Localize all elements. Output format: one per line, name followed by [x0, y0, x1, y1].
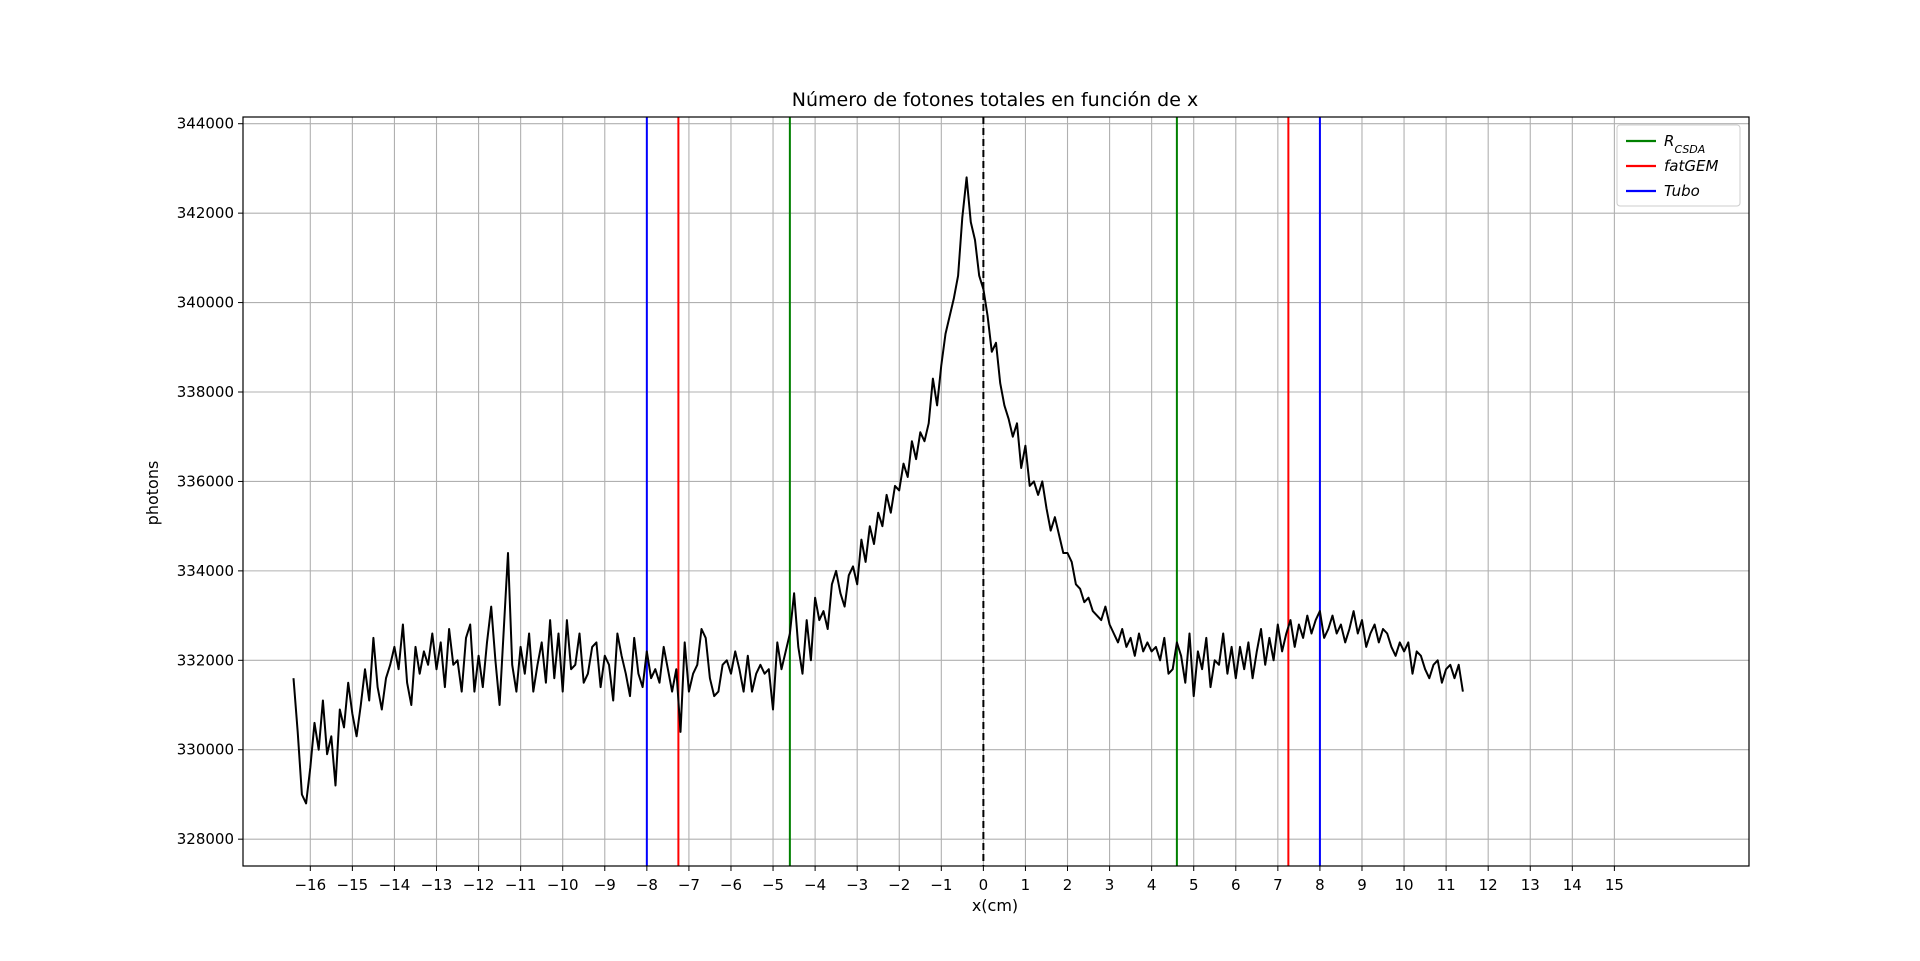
y-tick-label: 334000 [177, 562, 234, 580]
x-tick-label: 0 [979, 876, 989, 894]
x-tick-label: 5 [1189, 876, 1199, 894]
y-tick-label: 342000 [177, 204, 234, 222]
y-tick-label: 332000 [177, 651, 234, 669]
chart-title: Número de fotones totales en función de … [792, 89, 1198, 111]
x-tick-label: −3 [846, 876, 868, 894]
x-tick-label: 2 [1063, 876, 1073, 894]
x-tick-label: −5 [762, 876, 784, 894]
x-tick-label: 1 [1021, 876, 1031, 894]
series-layer [292, 176, 1464, 805]
x-tick-label: −2 [888, 876, 910, 894]
y-tick-label: 336000 [177, 472, 234, 490]
x-tick-label: 9 [1357, 876, 1367, 894]
x-tick-label: −8 [636, 876, 658, 894]
x-tick-label: −7 [678, 876, 700, 894]
x-tick-label: 10 [1395, 876, 1414, 894]
x-tick-label: −12 [463, 876, 495, 894]
x-axis-title: x(cm) [972, 896, 1018, 915]
x-tick-label: 7 [1273, 876, 1283, 894]
x-tick-label: 6 [1231, 876, 1241, 894]
x-tick-label: 15 [1605, 876, 1624, 894]
plot-frame [242, 116, 1750, 867]
x-tick-label: −4 [804, 876, 826, 894]
legend-label: RCSDA [1664, 132, 1705, 156]
photons-series-line [292, 176, 1464, 805]
legend-label: fatGEM [1664, 157, 1718, 175]
x-tick-label: −6 [720, 876, 742, 894]
reference-lines [645, 117, 1321, 866]
x-tick-label: −14 [379, 876, 411, 894]
legend-box [1616, 124, 1741, 207]
x-tick-label: 11 [1437, 876, 1456, 894]
y-tick-label: 330000 [177, 741, 234, 759]
x-tick-label: 14 [1563, 876, 1582, 894]
x-tick-label: −15 [337, 876, 369, 894]
x-tick-label: 4 [1147, 876, 1157, 894]
x-tick-label: −11 [505, 876, 537, 894]
y-tick-label: 344000 [177, 115, 234, 133]
x-axis-ticks: −16 −15 −14 −13 −12 −11 −10 −9 −8 −7 −6 −5 −4 −3 −2 −1 0… [294, 866, 1624, 894]
x-tick-label: −9 [594, 876, 616, 894]
x-tick-label: −13 [421, 876, 453, 894]
y-axis-ticks: 328000 330000 332000 334000 336000 338000 3400… [177, 115, 243, 848]
x-tick-label: 3 [1105, 876, 1115, 894]
x-tick-label: 12 [1479, 876, 1498, 894]
x-tick-label: 13 [1521, 876, 1540, 894]
grid-lines [243, 117, 1749, 866]
y-tick-label: 338000 [177, 383, 234, 401]
y-tick-label: 340000 [177, 294, 234, 312]
x-tick-label: 8 [1315, 876, 1325, 894]
x-tick-label: −16 [294, 876, 326, 894]
y-axis-title: photons [143, 461, 162, 526]
y-tick-label: 328000 [177, 830, 234, 848]
legend-label: Tubo [1664, 182, 1700, 200]
x-tick-label: −1 [930, 876, 952, 894]
x-tick-label: −10 [547, 876, 579, 894]
